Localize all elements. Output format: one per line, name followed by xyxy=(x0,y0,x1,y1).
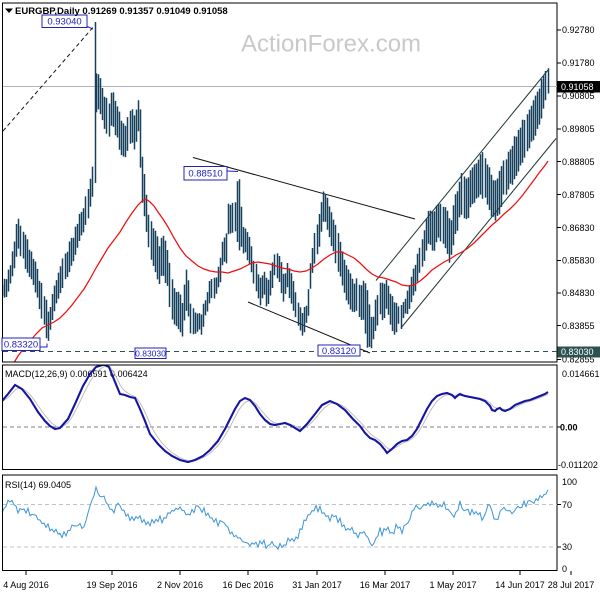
svg-text:0.83320: 0.83320 xyxy=(4,340,38,351)
svg-text:ActionForex.com: ActionForex.com xyxy=(241,31,421,58)
svg-text:14 Jun 2017: 14 Jun 2017 xyxy=(495,580,545,590)
svg-text:0: 0 xyxy=(562,564,567,574)
svg-text:0.88805: 0.88805 xyxy=(562,157,595,167)
svg-text:MACD(12,26,9) 0.006591 0.00642: MACD(12,26,9) 0.006591 0.006424 xyxy=(5,369,148,379)
svg-text:0.00: 0.00 xyxy=(560,423,578,433)
svg-text:0.83120: 0.83120 xyxy=(322,346,356,357)
svg-text:0.83030: 0.83030 xyxy=(561,347,594,357)
svg-text:0.89805: 0.89805 xyxy=(562,124,595,134)
svg-text:16 Mar 2017: 16 Mar 2017 xyxy=(360,580,411,590)
svg-text:0.90805: 0.90805 xyxy=(562,91,595,101)
svg-text:EURGBP,Daily 0.91269 0.91357: EURGBP,Daily 0.91269 0.91357 0.91049 0.9… xyxy=(15,6,228,17)
svg-text:0.87805: 0.87805 xyxy=(562,190,595,200)
svg-text:0.83855: 0.83855 xyxy=(562,321,595,331)
svg-text:30: 30 xyxy=(562,542,572,552)
svg-text:0.91780: 0.91780 xyxy=(562,58,595,68)
svg-text:0.014661: 0.014661 xyxy=(562,369,600,379)
svg-text:0.93040: 0.93040 xyxy=(47,17,81,28)
svg-text:100: 100 xyxy=(562,477,577,487)
svg-text:0.83030: 0.83030 xyxy=(135,348,166,358)
svg-text:0.92780: 0.92780 xyxy=(562,25,595,35)
svg-text:0.91058: 0.91058 xyxy=(561,82,594,92)
svg-text:0.82855: 0.82855 xyxy=(562,355,595,365)
svg-text:28 Jul 2017: 28 Jul 2017 xyxy=(548,580,595,590)
svg-text:0.84830: 0.84830 xyxy=(562,288,595,298)
svg-text:1 May 2017: 1 May 2017 xyxy=(429,580,476,590)
svg-text:RSI(14) 69.0405: RSI(14) 69.0405 xyxy=(5,480,71,490)
svg-text:0.86830: 0.86830 xyxy=(562,223,595,233)
svg-text:31 Jan 2017: 31 Jan 2017 xyxy=(292,580,342,590)
svg-text:4 Aug 2016: 4 Aug 2016 xyxy=(3,580,49,590)
svg-text:-0.011202: -0.011202 xyxy=(558,460,598,470)
svg-text:2 Nov 2016: 2 Nov 2016 xyxy=(157,580,203,590)
svg-text:19 Sep 2016: 19 Sep 2016 xyxy=(86,580,137,590)
svg-text:0.88510: 0.88510 xyxy=(188,169,222,180)
svg-text:0.85830: 0.85830 xyxy=(562,256,595,266)
svg-text:16 Dec 2016: 16 Dec 2016 xyxy=(222,580,273,590)
svg-text:70: 70 xyxy=(562,500,572,510)
